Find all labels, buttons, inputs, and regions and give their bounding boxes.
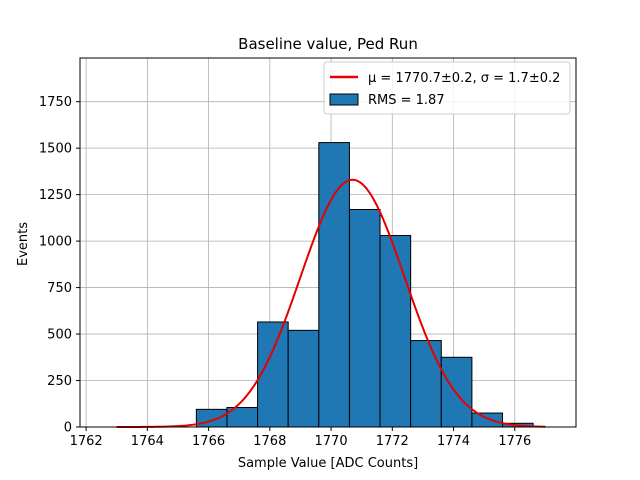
chart-title: Baseline value, Ped Run (238, 35, 418, 53)
gaussian-fit-curve (116, 178, 546, 428)
legend-fit-label: μ = 1770.7±0.2, σ = 1.7±0.2 (368, 71, 560, 86)
x-tick-label: 1768 (253, 434, 286, 449)
axes-frame (79, 57, 577, 428)
y-tick-label: 1500 (39, 142, 72, 157)
legend-histogram-label: RMS = 1.87 (368, 93, 445, 108)
x-tick-label: 1766 (192, 434, 225, 449)
histogram-bar (257, 321, 289, 428)
y-tick-label: 1750 (39, 95, 72, 110)
histogram-bar (471, 412, 504, 428)
x-tick-label: 1764 (131, 434, 164, 449)
histogram-bar (348, 209, 381, 428)
histogram-bar (410, 340, 442, 428)
histogram-bar (318, 142, 350, 428)
legend-histogram-swatch (329, 93, 359, 106)
legend: μ = 1770.7±0.2, σ = 1.7±0.2 RMS = 1.87 (323, 61, 571, 115)
x-tick-label: 1770 (315, 434, 348, 449)
x-tick-label: 1776 (498, 434, 531, 449)
y-tick-label: 1000 (39, 235, 72, 250)
histogram-bar (287, 329, 320, 428)
y-tick-label: 1250 (39, 188, 72, 203)
x-tick-label: 1762 (70, 434, 103, 449)
legend-box (323, 61, 571, 115)
x-axis-label: Sample Value [ADC Counts] (238, 456, 418, 471)
x-tick-label: 1772 (376, 434, 409, 449)
y-tick-label: 250 (47, 374, 72, 389)
y-tick-label: 500 (47, 328, 72, 343)
y-axis-label: Events (16, 222, 31, 266)
x-axis-ticks: 1762 1764 1766 1768 1770 1772 1774 1776 (70, 427, 531, 449)
histogram-bar (379, 235, 412, 428)
x-tick-label: 1774 (437, 434, 470, 449)
y-tick-label: 750 (47, 281, 72, 296)
y-axis-ticks: 0 250 500 750 1000 1250 1500 1750 (39, 95, 80, 436)
y-tick-label: 0 (64, 421, 72, 436)
